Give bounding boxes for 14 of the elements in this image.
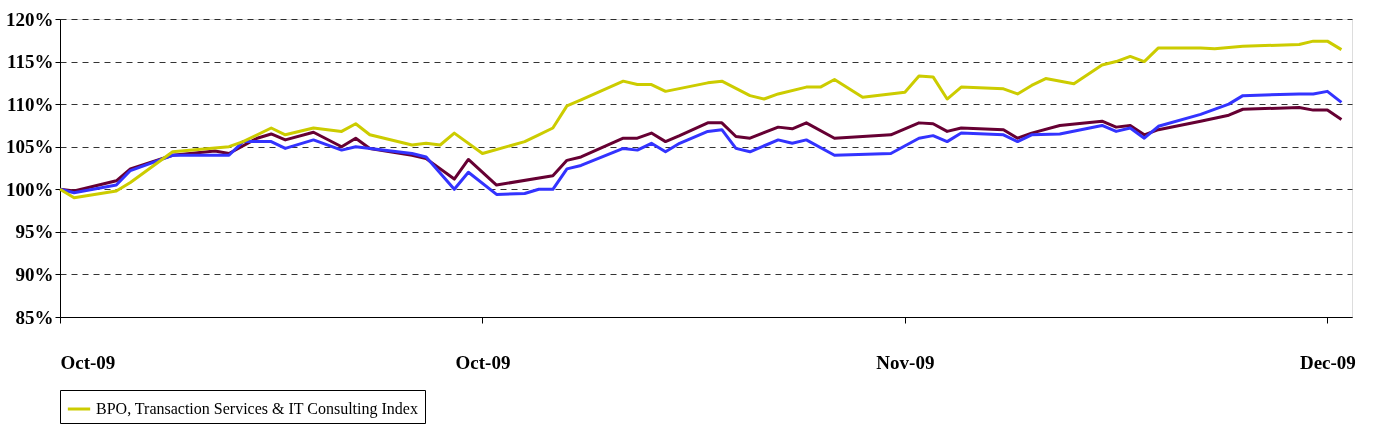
y-tick-label: 115% [7, 51, 54, 73]
line-series [58, 39, 1343, 200]
y-tick-label: 100% [6, 178, 54, 200]
x-tick-label: Oct-09 [60, 351, 116, 373]
y-tick-label: 85% [15, 306, 54, 328]
x-tick-label: Dec-09 [1299, 351, 1356, 373]
x-tick-label: Nov-09 [876, 351, 935, 373]
y-tick-label: 120% [6, 8, 54, 30]
x-tick-label: Oct-09 [455, 351, 511, 373]
y-tick-label: 105% [6, 136, 54, 158]
y-tick-label: 110% [7, 93, 54, 115]
y-tick-label: 95% [15, 221, 54, 243]
y-tick-label: 90% [15, 263, 54, 285]
legend-label: BPO, Transaction Services & IT Consulting Index [96, 400, 418, 418]
